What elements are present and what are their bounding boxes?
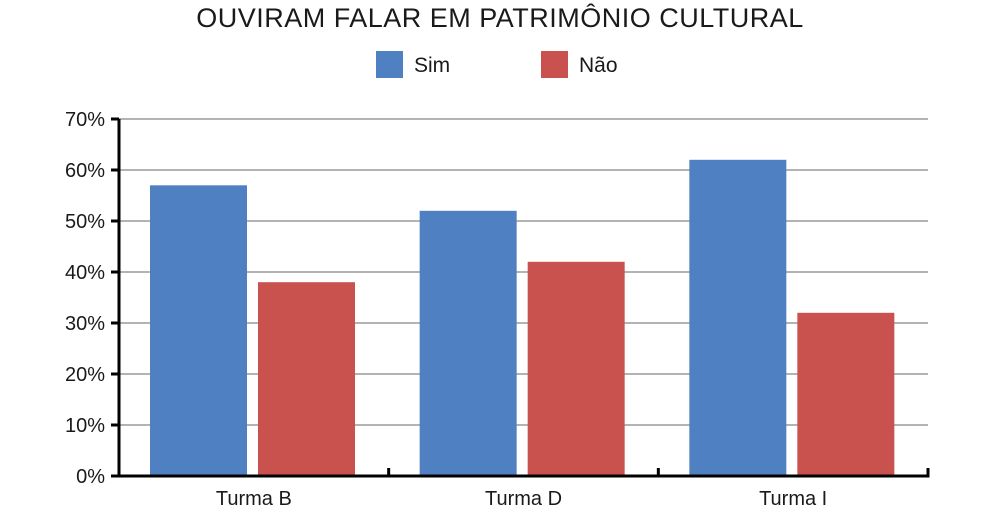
legend: Sim Não (376, 51, 618, 78)
y-tick-label: 30% (65, 313, 105, 335)
y-tick-label: 10% (65, 415, 105, 437)
x-tick-label: Turma I (759, 488, 827, 509)
legend-swatch (376, 51, 403, 78)
y-tick-label: 60% (65, 160, 105, 182)
bar-nao-turma-b (258, 282, 355, 476)
axes (111, 117, 930, 478)
y-tick-label: 40% (65, 262, 105, 284)
gridlines (119, 118, 928, 426)
bar-nao-turma-d (527, 261, 625, 476)
bar-sim-turma-d (419, 210, 517, 477)
legend-label: Sim (414, 54, 450, 77)
x-tick-label: Turma D (485, 488, 562, 509)
y-tick-label: 70% (65, 109, 105, 131)
x-tick-label: Turma B (216, 488, 292, 509)
bar-sim-turma-b (150, 185, 247, 477)
chart-title: OUVIRAM FALAR EM PATRIMÔNIO CULTURAL (196, 2, 804, 33)
legend-label: Não (579, 54, 618, 77)
legend-swatch (541, 51, 568, 78)
y-tick-label: 20% (65, 364, 105, 386)
bar-sim-turma-i (689, 159, 787, 477)
bars (150, 159, 895, 477)
y-tick-label: 0% (76, 466, 105, 488)
y-tick-label: 50% (65, 211, 105, 233)
tick-labels: 0% 10% 20% 30% 40% 50% 60% 70% Turma B Turma D Tur… (65, 109, 827, 509)
bar-nao-turma-i (797, 312, 895, 476)
legend-item-1: Sim (376, 51, 450, 78)
legend-item-2: Não (541, 51, 618, 78)
